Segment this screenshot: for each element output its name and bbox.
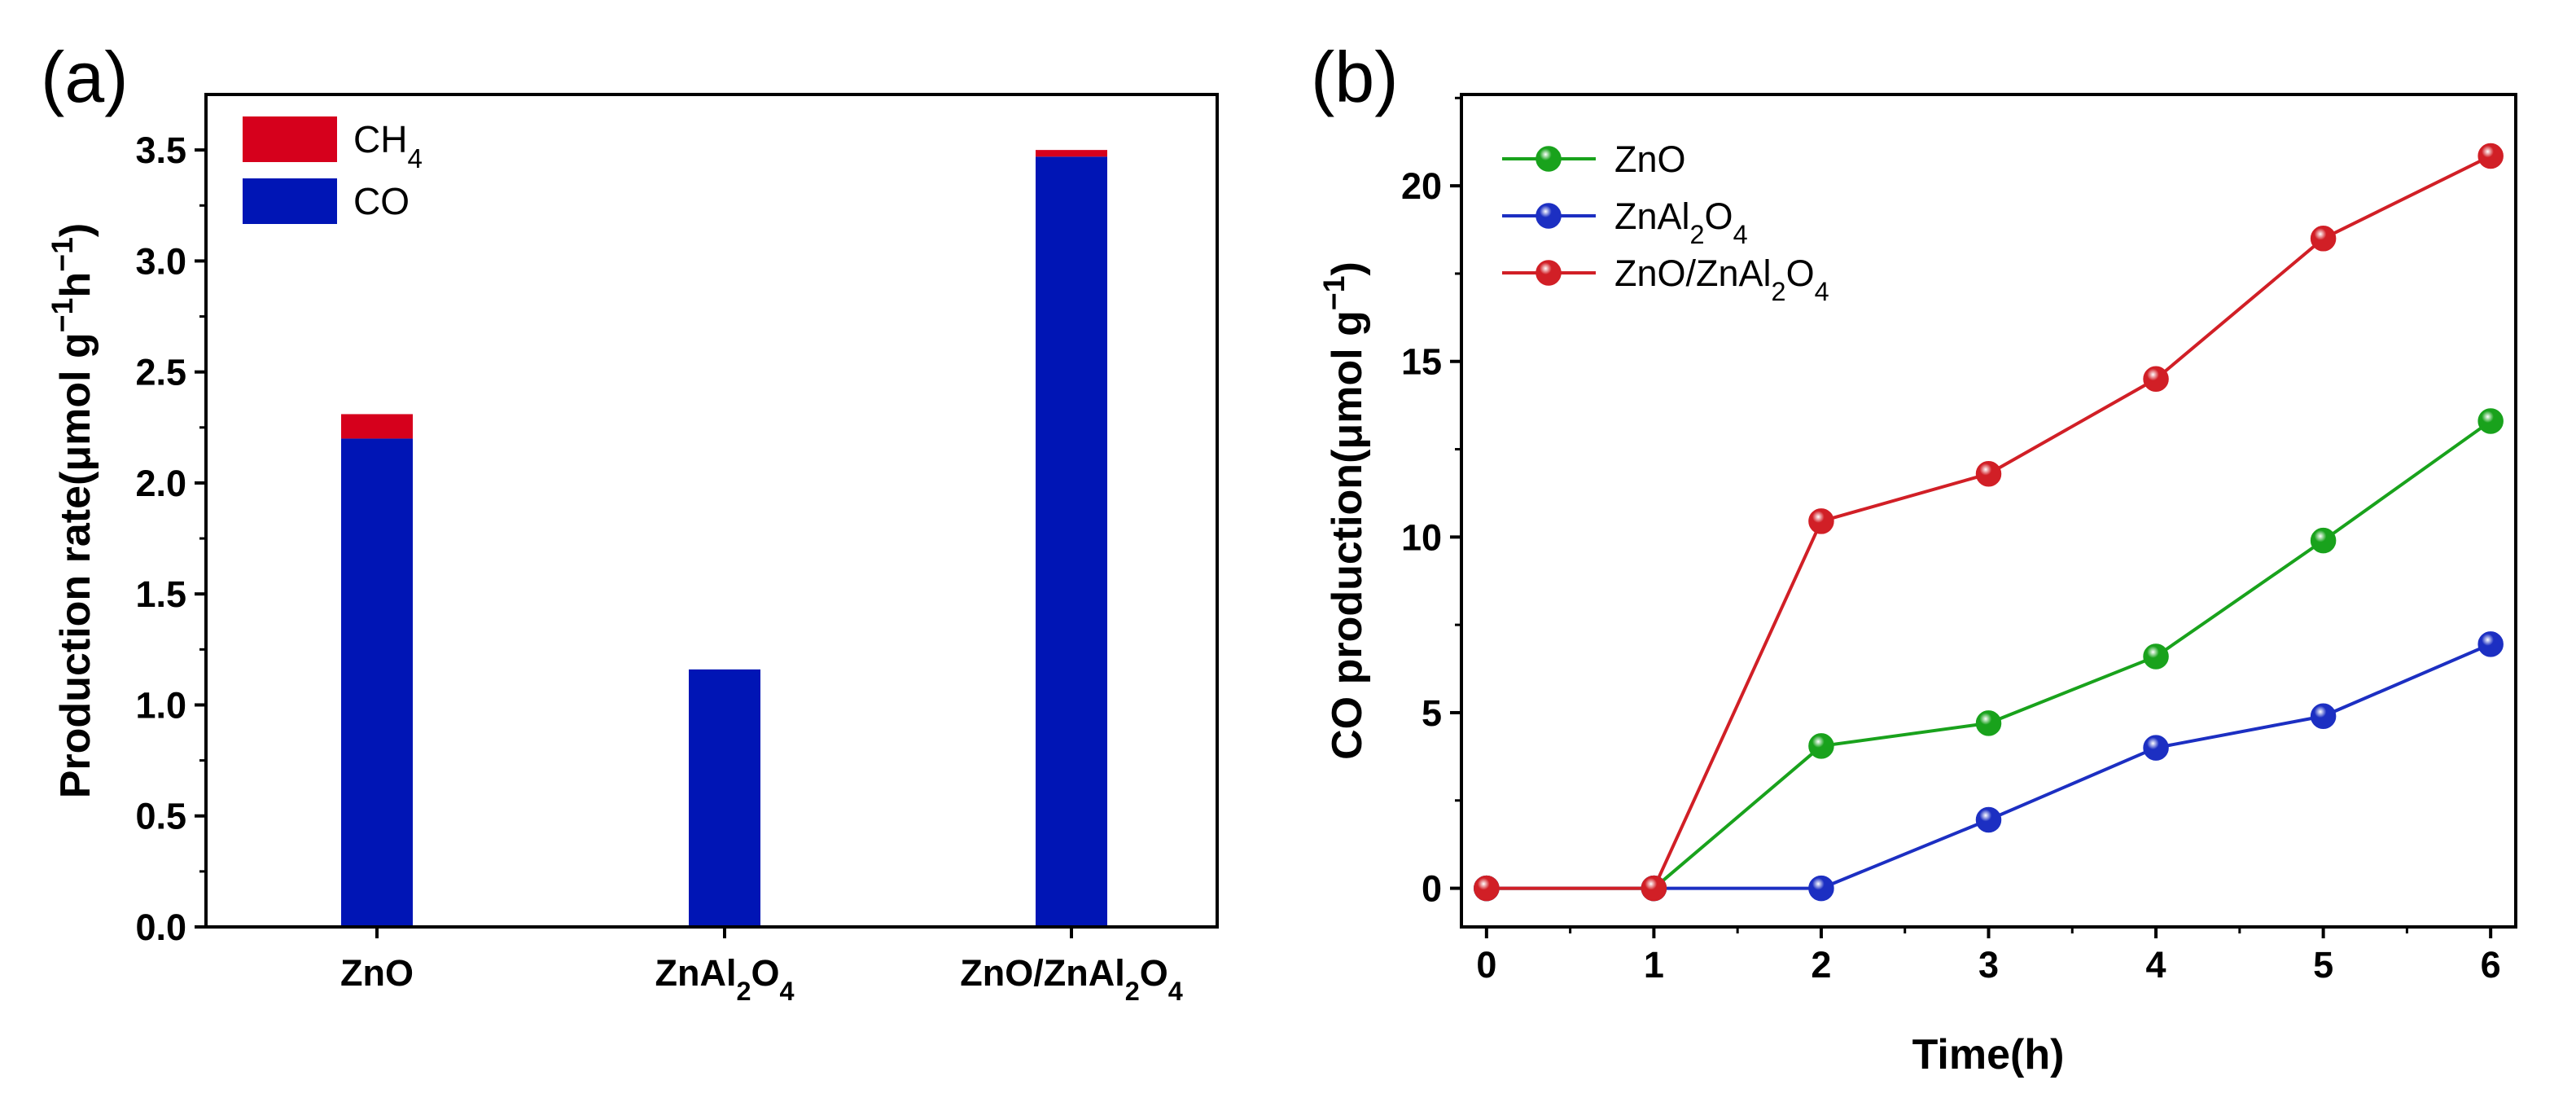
data-point-s1-4 bbox=[1975, 710, 2002, 736]
y-tick-label: 1.5 bbox=[135, 573, 186, 615]
data-point-s3-6 bbox=[2310, 226, 2337, 252]
bar-ch4-3 bbox=[1036, 150, 1107, 157]
panel-a-y-axis: 0.0 0.5 1.0 1.5 2.0 2.5 3.0 3.5 bbox=[135, 130, 206, 948]
panel-a-frame bbox=[204, 93, 1219, 929]
y-tick-label: 10 bbox=[1401, 516, 1442, 558]
legend-swatch-ch4 bbox=[243, 116, 337, 162]
legend-label-co: CO bbox=[353, 180, 410, 222]
bar-co-1 bbox=[341, 438, 413, 927]
data-point-s1-5 bbox=[2143, 643, 2169, 670]
data-point-s3-7 bbox=[2477, 143, 2504, 169]
y-tick-label: 5 bbox=[1422, 692, 1442, 734]
y-tick-label: 0.0 bbox=[135, 907, 186, 948]
category-label: ZnO bbox=[340, 952, 414, 994]
panel-b-x-axis-title: Time(h) bbox=[1912, 1031, 2065, 1078]
data-point-s2-6 bbox=[2310, 703, 2337, 730]
y-tick-label: 3.0 bbox=[135, 240, 186, 282]
legend-marker-1 bbox=[1536, 146, 1562, 172]
legend-label-2: ZnAl2O4 bbox=[1614, 195, 1748, 249]
y-tick-label: 0.5 bbox=[135, 796, 186, 837]
data-point-s1-6 bbox=[2310, 527, 2337, 554]
data-point-s1-7 bbox=[2477, 408, 2504, 434]
panel-a-bars bbox=[341, 150, 1107, 927]
y-tick-label: 2.5 bbox=[135, 352, 186, 393]
legend-label-ch4: CH4 bbox=[353, 118, 423, 174]
panel-a: (a) 0.00.51.01.52.02.53.03.5 ZnO ZnAl2O4 Z… bbox=[41, 37, 1219, 1006]
data-point-s3-2 bbox=[1641, 875, 1667, 902]
data-point-s2-5 bbox=[2143, 735, 2169, 761]
x-tick-label: 6 bbox=[2481, 944, 2501, 986]
data-point-s2-7 bbox=[2477, 631, 2504, 657]
data-point-s3-3 bbox=[1808, 508, 1834, 534]
y-tick-label: 0 bbox=[1422, 868, 1442, 910]
panel-a-y-axis-title: Production rate(μmol g−1h−1) bbox=[45, 223, 99, 799]
data-point-s3-4 bbox=[1975, 460, 2002, 487]
data-point-s3-1 bbox=[1474, 875, 1500, 902]
panel-a-x-axis: ZnO ZnAl2O4 ZnO/ZnAl2O4 bbox=[340, 927, 1183, 1006]
panel-b-y-axis: 0 5 10 15 20 bbox=[1401, 96, 1461, 910]
panel-a-label: (a) bbox=[41, 37, 129, 117]
bar-co-3 bbox=[1036, 156, 1107, 927]
x-tick-label: 4 bbox=[2146, 944, 2166, 986]
y-tick-label: 20 bbox=[1401, 165, 1442, 207]
x-tick-label: 1 bbox=[1644, 944, 1664, 986]
x-tick-label: 0 bbox=[1476, 944, 1496, 986]
legend-label-3: ZnO/ZnAl2O4 bbox=[1614, 253, 1829, 306]
x-tick-label: 2 bbox=[1811, 944, 1831, 986]
y-tick-label: 1.0 bbox=[135, 684, 186, 726]
legend-marker-2 bbox=[1536, 203, 1562, 229]
data-point-s2-4 bbox=[1975, 806, 2002, 833]
y-tick-label: 15 bbox=[1401, 341, 1442, 383]
data-point-s2-3 bbox=[1808, 875, 1834, 902]
legend-label-1: ZnO bbox=[1614, 138, 1686, 180]
panel-b-y-axis-title: CO production(μmol g−1) bbox=[1316, 261, 1371, 760]
bar-co-2 bbox=[689, 669, 760, 927]
panel-b-x-axis: 0 1 2 3 4 5 6 bbox=[1476, 927, 2501, 986]
data-point-s3-5 bbox=[2143, 366, 2169, 393]
y-tick-label: 3.5 bbox=[135, 130, 186, 171]
bar-ch4-1 bbox=[341, 414, 413, 439]
x-tick-label: 3 bbox=[1978, 944, 1999, 986]
legend-swatch-co bbox=[243, 178, 337, 224]
panel-b-label: (b) bbox=[1311, 37, 1399, 117]
y-tick-label: 2.0 bbox=[135, 463, 186, 504]
panel-a-legend: CH4 CO bbox=[243, 116, 423, 224]
category-label: ZnAl2O4 bbox=[655, 952, 794, 1006]
category-label: ZnO/ZnAl2O4 bbox=[960, 952, 1183, 1006]
panel-b-series bbox=[1474, 143, 2504, 902]
x-tick-label: 5 bbox=[2313, 944, 2333, 986]
data-point-s1-3 bbox=[1808, 733, 1834, 759]
panel-b: (b) 0 5 10 15 20 0 1 2 3 4 5 6 ZnO ZnAl2O4ZnO/ZnAl2… bbox=[1311, 37, 2517, 1078]
legend-marker-3 bbox=[1536, 260, 1562, 286]
